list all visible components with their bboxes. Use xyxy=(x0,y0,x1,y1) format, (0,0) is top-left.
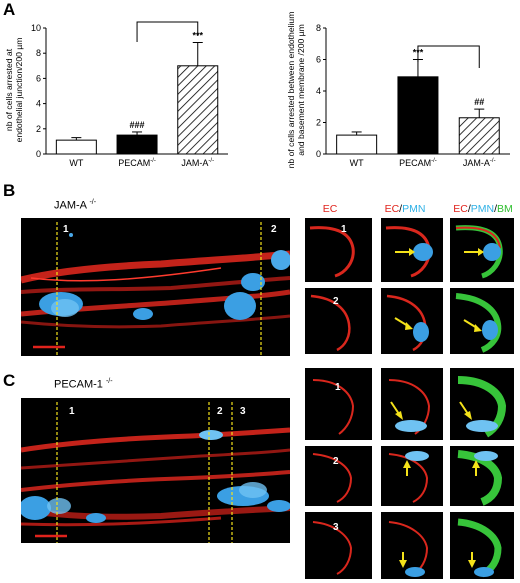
c-row1-ec-pmn-bm xyxy=(450,368,514,440)
b-row2-number: 2 xyxy=(333,296,339,307)
marker-3: 3 xyxy=(240,406,246,417)
b-row2-ec-pmn xyxy=(381,288,443,354)
y-tick-label: 0 xyxy=(316,149,321,159)
bm-label: BM xyxy=(497,203,513,215)
bar-pecam xyxy=(397,76,439,155)
b-row1-ec-pmn-bm xyxy=(450,218,514,282)
y-axis-label: nb of cells arrested between endothelium xyxy=(286,12,296,169)
strain-sup: -/- xyxy=(105,378,113,385)
x-tick-label: WT xyxy=(69,158,83,168)
col-title-ec: EC xyxy=(322,203,338,215)
strain-label-jam: JAM-A -/- xyxy=(54,199,96,212)
y-tick-label: 6 xyxy=(316,55,321,65)
c-row2-ec-pmn-bm xyxy=(450,446,514,506)
panel-letter-c: C xyxy=(3,371,16,390)
slash-label: / xyxy=(494,203,498,215)
strain-name: JAM-A xyxy=(54,199,87,212)
bar-wt xyxy=(336,134,378,155)
x-tick-label: PECAM-/- xyxy=(118,158,156,168)
bar-pecam xyxy=(116,134,158,155)
c-row2-ec-pmn xyxy=(381,446,443,506)
y-tick-label: 8 xyxy=(36,48,41,58)
col-title-ec-pmn: EC/PMN xyxy=(375,203,435,215)
strain-sup: -/- xyxy=(89,199,97,206)
panel-letter-b: B xyxy=(3,181,16,200)
comparison-bracket xyxy=(417,45,480,68)
c-row2-ec: 2 xyxy=(305,446,372,506)
pmn-label: PMN xyxy=(470,203,495,215)
bar-wt xyxy=(55,139,97,155)
c-row3-ec-pmn-bm xyxy=(450,512,514,579)
comparison-bracket xyxy=(136,21,199,42)
x-tick-label: JAM-A-/- xyxy=(181,158,214,168)
c-row3-number: 3 xyxy=(333,522,339,533)
y-tick-label: 6 xyxy=(36,73,41,83)
bar-jam-a xyxy=(458,117,500,155)
marker-2: 2 xyxy=(271,224,277,235)
b-row2-ec-pmn-bm xyxy=(450,288,514,354)
y-tick-label: 4 xyxy=(36,99,41,109)
jam-a-micrograph-art xyxy=(21,218,290,356)
strain-label-pecam: PECAM-1 -/- xyxy=(54,378,113,391)
c-row1-ec: 1 xyxy=(305,368,372,440)
jam-a-micrograph: 1 2 xyxy=(21,218,290,356)
ec-label: EC xyxy=(453,203,468,215)
panel-letter-a: A xyxy=(3,0,16,19)
pecam-micrograph-art xyxy=(21,398,290,543)
x-tick-label: JAM-A-/- xyxy=(463,158,496,168)
col-title-ec-pmn-bm: EC/PMN/BM xyxy=(443,203,520,215)
marker-2: 2 xyxy=(217,406,223,417)
significance-label: ## xyxy=(474,97,484,107)
b-row1-ec: 1 xyxy=(305,218,372,282)
b-row2-ec: 2 xyxy=(305,288,372,354)
y-tick-label: 2 xyxy=(36,124,41,134)
significance-label: ### xyxy=(130,120,145,130)
ec-label: EC xyxy=(384,203,400,215)
c-row3-ec: 3 xyxy=(305,512,372,579)
y-axis-label: nb of cells arrested at xyxy=(4,48,14,131)
y-tick-label: 2 xyxy=(316,118,321,128)
c-row1-ec-pmn xyxy=(381,368,443,440)
slash-label: / xyxy=(399,203,403,215)
slash-label: / xyxy=(467,203,471,215)
y-axis-label: endothelial junction/200 µm xyxy=(14,38,24,143)
y-axis-label: and basement membrane /200 µm xyxy=(296,24,306,156)
b-row1-number: 1 xyxy=(341,224,347,235)
y-tick-label: 4 xyxy=(316,86,321,96)
bar-jam-a xyxy=(177,65,219,155)
pecam-micrograph: 1 2 3 xyxy=(21,398,290,543)
b-row1-ec-pmn xyxy=(381,218,443,282)
c-row2-number: 2 xyxy=(333,456,339,467)
strain-name: PECAM-1 xyxy=(54,378,103,391)
y-tick-label: 0 xyxy=(36,149,41,159)
x-tick-label: WT xyxy=(350,158,364,168)
marker-1: 1 xyxy=(63,224,69,235)
c-row1-number: 1 xyxy=(335,382,341,393)
y-tick-label: 8 xyxy=(316,23,321,33)
pmn-label: PMN xyxy=(402,203,426,215)
bar-chart-junction: 0 2 4 6 8 10 nb of cells arrested at endothelia… xyxy=(4,12,510,169)
y-tick-label: 10 xyxy=(31,23,41,33)
c-row3-ec-pmn xyxy=(381,512,443,579)
marker-1: 1 xyxy=(69,406,75,417)
x-tick-label: PECAM-/- xyxy=(399,158,437,168)
